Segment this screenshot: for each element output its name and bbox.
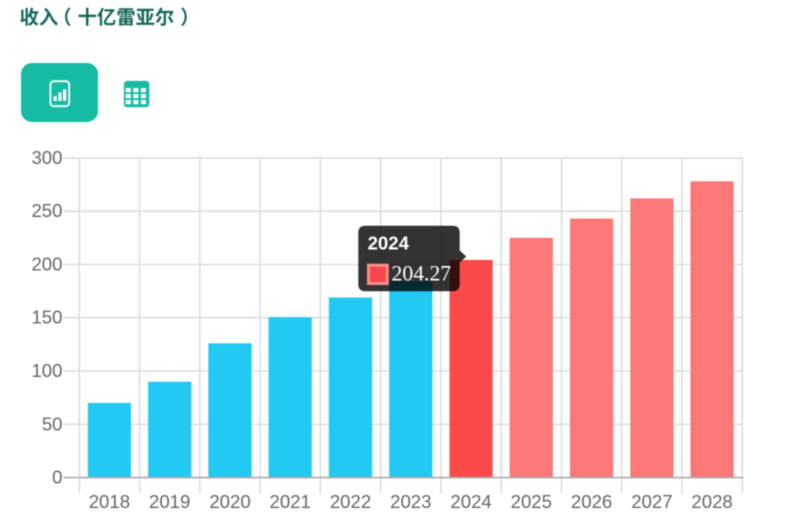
svg-text:2025: 2025 (511, 491, 552, 512)
svg-text:2024: 2024 (450, 491, 491, 512)
svg-text:2022: 2022 (330, 491, 371, 512)
svg-text:200: 200 (31, 254, 62, 275)
svg-text:100: 100 (31, 360, 62, 381)
svg-text:0: 0 (52, 467, 62, 488)
svg-text:2024: 2024 (368, 233, 410, 254)
svg-text:300: 300 (31, 147, 62, 168)
svg-text:250: 250 (31, 200, 62, 221)
svg-text:2026: 2026 (571, 491, 612, 512)
svg-text:2020: 2020 (209, 491, 250, 512)
svg-text:50: 50 (42, 413, 63, 434)
svg-text:2019: 2019 (149, 491, 190, 512)
svg-text:2028: 2028 (691, 491, 732, 512)
svg-text:2021: 2021 (270, 491, 311, 512)
svg-text:150: 150 (31, 307, 62, 328)
svg-text:2023: 2023 (390, 491, 431, 512)
svg-text:2027: 2027 (631, 491, 672, 512)
svg-text:204.27: 204.27 (392, 262, 452, 286)
svg-text:2018: 2018 (89, 491, 130, 512)
